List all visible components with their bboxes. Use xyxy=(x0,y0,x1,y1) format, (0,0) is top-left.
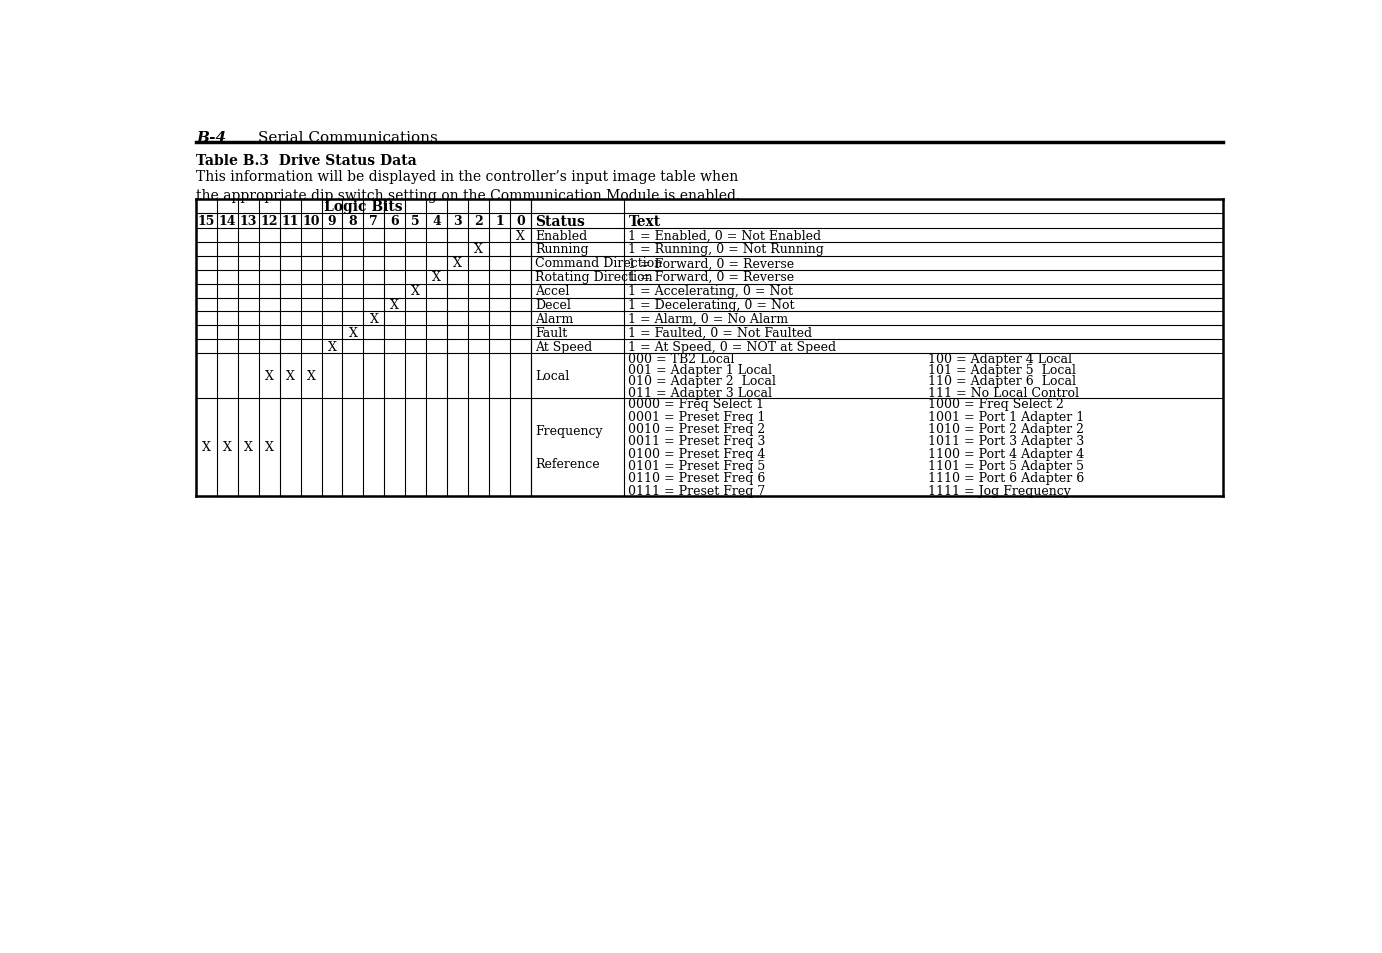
Text: 1 = Forward, 0 = Reverse: 1 = Forward, 0 = Reverse xyxy=(629,257,795,270)
Text: Table B.3  Drive Status Data: Table B.3 Drive Status Data xyxy=(196,153,417,168)
Text: 1 = Decelerating, 0 = Not: 1 = Decelerating, 0 = Not xyxy=(629,298,795,312)
Text: 1000 = Freq Select 2: 1000 = Freq Select 2 xyxy=(927,397,1064,411)
Text: X: X xyxy=(265,441,274,454)
Text: 1 = Running, 0 = Not Running: 1 = Running, 0 = Not Running xyxy=(629,243,824,256)
Text: 1: 1 xyxy=(495,214,504,228)
Text: 110 = Adapter 6  Local: 110 = Adapter 6 Local xyxy=(927,375,1077,388)
Text: Status: Status xyxy=(535,214,586,229)
Text: At Speed: At Speed xyxy=(535,340,593,354)
Text: 9: 9 xyxy=(328,214,336,228)
Text: 0: 0 xyxy=(515,214,525,228)
Text: Serial Communications: Serial Communications xyxy=(258,132,438,145)
Text: X: X xyxy=(390,298,399,312)
Text: 0100 = Preset Freq 4: 0100 = Preset Freq 4 xyxy=(629,447,766,460)
Text: 4: 4 xyxy=(433,214,441,228)
Text: 100 = Adapter 4 Local: 100 = Adapter 4 Local xyxy=(927,353,1072,366)
Text: 0101 = Preset Freq 5: 0101 = Preset Freq 5 xyxy=(629,459,766,473)
Text: 1001 = Port 1 Adapter 1: 1001 = Port 1 Adapter 1 xyxy=(927,410,1085,423)
Text: 0010 = Preset Freq 2: 0010 = Preset Freq 2 xyxy=(629,422,766,436)
Text: 12: 12 xyxy=(260,214,278,228)
Text: Alarm: Alarm xyxy=(535,313,574,326)
Text: X: X xyxy=(223,441,232,454)
Text: 0110 = Preset Freq 6: 0110 = Preset Freq 6 xyxy=(629,472,766,485)
Text: X: X xyxy=(433,271,441,284)
Text: 1 = Accelerating, 0 = Not: 1 = Accelerating, 0 = Not xyxy=(629,285,793,297)
Text: 10: 10 xyxy=(303,214,319,228)
Text: 1011 = Port 3 Adapter 3: 1011 = Port 3 Adapter 3 xyxy=(927,435,1085,448)
Text: X: X xyxy=(369,313,379,326)
Text: 1100 = Port 4 Adapter 4: 1100 = Port 4 Adapter 4 xyxy=(927,447,1085,460)
Text: 1 = Alarm, 0 = No Alarm: 1 = Alarm, 0 = No Alarm xyxy=(629,313,789,326)
Text: Reference: Reference xyxy=(535,457,600,471)
Text: X: X xyxy=(412,285,420,297)
Text: 1 = Faulted, 0 = Not Faulted: 1 = Faulted, 0 = Not Faulted xyxy=(629,326,813,339)
Text: X: X xyxy=(202,441,211,454)
Text: 14: 14 xyxy=(218,214,236,228)
Text: Enabled: Enabled xyxy=(535,230,587,242)
Text: Accel: Accel xyxy=(535,285,569,297)
Text: This information will be displayed in the controller’s input image table when
th: This information will be displayed in th… xyxy=(196,170,741,203)
Text: 1 = Forward, 0 = Reverse: 1 = Forward, 0 = Reverse xyxy=(629,271,795,284)
Text: X: X xyxy=(515,230,525,242)
Text: 0000 = Freq Select 1: 0000 = Freq Select 1 xyxy=(629,397,764,411)
Text: X: X xyxy=(474,243,482,256)
Text: X: X xyxy=(453,257,462,270)
Text: 000 = TB2 Local: 000 = TB2 Local xyxy=(629,353,735,366)
Text: Rotating Direction: Rotating Direction xyxy=(535,271,654,284)
Text: Local: Local xyxy=(535,370,569,382)
Text: X: X xyxy=(307,370,315,382)
Text: 0011 = Preset Freq 3: 0011 = Preset Freq 3 xyxy=(629,435,766,448)
Text: Text: Text xyxy=(629,214,661,229)
Text: 13: 13 xyxy=(239,214,257,228)
Text: 1010 = Port 2 Adapter 2: 1010 = Port 2 Adapter 2 xyxy=(927,422,1083,436)
Text: 101 = Adapter 5  Local: 101 = Adapter 5 Local xyxy=(927,364,1075,376)
Text: 7: 7 xyxy=(369,214,379,228)
Text: 6: 6 xyxy=(391,214,399,228)
Text: 010 = Adapter 2  Local: 010 = Adapter 2 Local xyxy=(629,375,777,388)
Text: 011 = Adapter 3 Local: 011 = Adapter 3 Local xyxy=(629,386,773,399)
Text: 1 = At Speed, 0 = NOT at Speed: 1 = At Speed, 0 = NOT at Speed xyxy=(629,340,836,354)
Text: X: X xyxy=(243,441,253,454)
Text: Fault: Fault xyxy=(535,326,568,339)
Text: Logic Bits: Logic Bits xyxy=(325,200,402,213)
Text: 0111 = Preset Freq 7: 0111 = Preset Freq 7 xyxy=(629,484,766,497)
Text: 1 = Enabled, 0 = Not Enabled: 1 = Enabled, 0 = Not Enabled xyxy=(629,230,821,242)
Text: 5: 5 xyxy=(412,214,420,228)
Text: 8: 8 xyxy=(348,214,358,228)
Text: 001 = Adapter 1 Local: 001 = Adapter 1 Local xyxy=(629,364,773,376)
Text: 2: 2 xyxy=(474,214,482,228)
Text: B-4: B-4 xyxy=(196,132,227,145)
Text: Running: Running xyxy=(535,243,589,256)
Text: Command Direction: Command Direction xyxy=(535,257,663,270)
Text: X: X xyxy=(348,326,358,339)
Text: 1110 = Port 6 Adapter 6: 1110 = Port 6 Adapter 6 xyxy=(927,472,1085,485)
Text: 111 = No Local Control: 111 = No Local Control xyxy=(927,386,1079,399)
Text: 3: 3 xyxy=(453,214,462,228)
Text: X: X xyxy=(286,370,294,382)
Text: 1101 = Port 5 Adapter 5: 1101 = Port 5 Adapter 5 xyxy=(927,459,1083,473)
Text: 15: 15 xyxy=(198,214,216,228)
Text: 11: 11 xyxy=(282,214,299,228)
Text: Frequency: Frequency xyxy=(535,424,603,437)
Text: X: X xyxy=(265,370,274,382)
Text: X: X xyxy=(328,340,336,354)
Text: Decel: Decel xyxy=(535,298,571,312)
Text: 1111 = Jog Frequency: 1111 = Jog Frequency xyxy=(927,484,1071,497)
Text: 0001 = Preset Freq 1: 0001 = Preset Freq 1 xyxy=(629,410,766,423)
